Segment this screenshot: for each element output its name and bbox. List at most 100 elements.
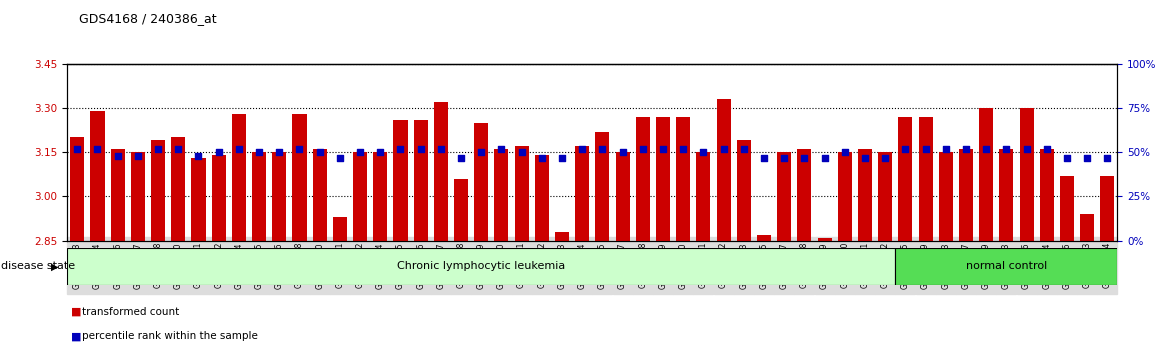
- Point: [250, 149, 269, 155]
- Point: [1098, 155, 1116, 160]
- Bar: [959, 149, 973, 241]
- Bar: [1019, 108, 1034, 241]
- Bar: [798, 149, 812, 241]
- Point: [856, 155, 874, 160]
- Point: [371, 149, 389, 155]
- Bar: [1100, 176, 1114, 241]
- Point: [270, 149, 288, 155]
- Point: [654, 146, 673, 152]
- Point: [552, 155, 571, 160]
- Point: [88, 146, 107, 152]
- Point: [937, 146, 955, 152]
- Bar: [939, 152, 953, 241]
- Bar: [131, 152, 145, 241]
- Point: [391, 146, 410, 152]
- Point: [674, 146, 692, 152]
- Point: [836, 149, 855, 155]
- Point: [330, 155, 349, 160]
- Bar: [191, 158, 205, 241]
- Point: [875, 155, 894, 160]
- Point: [1018, 146, 1036, 152]
- Bar: [535, 155, 549, 241]
- Point: [129, 153, 147, 159]
- Point: [1078, 155, 1097, 160]
- Bar: [514, 146, 529, 241]
- Text: ■: ■: [71, 331, 81, 341]
- Bar: [252, 152, 266, 241]
- Bar: [313, 149, 327, 241]
- Point: [734, 146, 753, 152]
- Point: [512, 149, 530, 155]
- Text: ■: ■: [71, 307, 81, 316]
- Point: [109, 153, 127, 159]
- Point: [452, 155, 470, 160]
- Point: [291, 146, 309, 152]
- Bar: [90, 111, 104, 241]
- Point: [411, 146, 430, 152]
- Point: [957, 146, 975, 152]
- Text: GDS4168 / 240386_at: GDS4168 / 240386_at: [79, 12, 217, 25]
- Bar: [676, 117, 690, 241]
- Point: [189, 153, 207, 159]
- Bar: [595, 132, 609, 241]
- Point: [148, 146, 167, 152]
- Bar: [736, 141, 750, 241]
- Bar: [413, 120, 427, 241]
- Text: percentile rank within the sample: percentile rank within the sample: [82, 331, 258, 341]
- Bar: [655, 117, 670, 241]
- Point: [472, 149, 491, 155]
- Bar: [292, 114, 307, 241]
- Bar: [272, 152, 286, 241]
- Point: [997, 146, 1016, 152]
- Bar: [616, 152, 630, 241]
- Text: transformed count: transformed count: [82, 307, 179, 316]
- Bar: [757, 235, 771, 241]
- Point: [492, 146, 511, 152]
- Bar: [858, 149, 872, 241]
- Text: Chronic lymphocytic leukemia: Chronic lymphocytic leukemia: [397, 261, 565, 272]
- Point: [755, 155, 774, 160]
- Bar: [555, 232, 569, 241]
- Bar: [837, 152, 852, 241]
- Bar: [71, 137, 85, 241]
- Bar: [494, 149, 508, 241]
- Bar: [1080, 214, 1094, 241]
- Bar: [717, 99, 731, 241]
- Bar: [232, 114, 245, 241]
- Bar: [878, 152, 893, 241]
- Point: [633, 146, 652, 152]
- Point: [432, 146, 450, 152]
- Text: ▶: ▶: [51, 261, 58, 272]
- Point: [916, 146, 935, 152]
- Bar: [353, 152, 367, 241]
- Text: disease state: disease state: [1, 261, 75, 272]
- Point: [714, 146, 733, 152]
- Point: [573, 146, 592, 152]
- Bar: [394, 120, 408, 241]
- Point: [694, 149, 712, 155]
- Point: [1057, 155, 1076, 160]
- Point: [1038, 146, 1056, 152]
- Bar: [474, 123, 489, 241]
- Point: [614, 149, 632, 155]
- Bar: [151, 141, 166, 241]
- Bar: [818, 238, 831, 241]
- Point: [815, 155, 834, 160]
- Bar: [980, 108, 994, 241]
- Point: [229, 146, 248, 152]
- Bar: [899, 117, 913, 241]
- Bar: [212, 155, 226, 241]
- Point: [533, 155, 551, 160]
- Bar: [111, 149, 125, 241]
- Bar: [67, 248, 895, 285]
- Bar: [576, 146, 589, 241]
- Bar: [373, 152, 387, 241]
- Point: [775, 155, 793, 160]
- Point: [796, 155, 814, 160]
- Point: [351, 149, 369, 155]
- Bar: [999, 149, 1013, 241]
- Point: [977, 146, 996, 152]
- Bar: [171, 137, 185, 241]
- Bar: [332, 217, 347, 241]
- Bar: [895, 248, 1117, 285]
